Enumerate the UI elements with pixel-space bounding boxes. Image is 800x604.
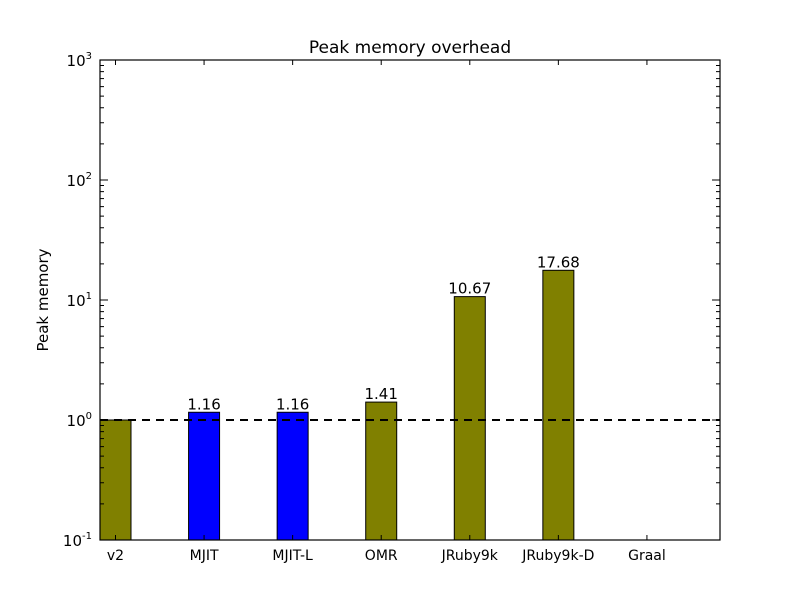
data-label: 1.16 <box>187 395 220 413</box>
y-tick-base: 10 <box>67 412 86 430</box>
data-label: 17.68 <box>537 253 580 271</box>
y-tick-label: 10-1 <box>63 531 92 550</box>
y-tick-base: 10 <box>67 52 86 70</box>
x-tick-label: OMR <box>365 548 398 564</box>
x-tick-label: Graal <box>628 548 666 564</box>
y-tick-exponent: 0 <box>86 411 92 422</box>
bar-jruby9k <box>453 296 486 541</box>
bar-mjit <box>188 411 221 541</box>
data-label: 1.41 <box>365 385 398 403</box>
bar-v2 <box>99 419 132 541</box>
data-label: 1.16 <box>276 395 309 413</box>
plot-frame <box>99 59 721 541</box>
chart-title: Peak memory overhead <box>309 38 511 58</box>
y-tick-base: 10 <box>67 292 86 310</box>
x-tick-label: JRuby9k <box>441 548 499 564</box>
x-tick-label: JRuby9k-D <box>521 548 594 564</box>
y-tick-base: 10 <box>67 172 86 190</box>
x-tick-label: MJIT <box>190 548 219 564</box>
bar-jruby9k-d <box>542 269 575 541</box>
y-tick-label: 103 <box>67 51 92 70</box>
y-tick-exponent: 1 <box>86 291 92 302</box>
y-tick-label: 100 <box>67 411 92 430</box>
y-tick-exponent: -1 <box>82 531 92 542</box>
y-tick-label: 101 <box>67 291 92 310</box>
bar-omr <box>365 401 398 541</box>
data-label: 10.67 <box>448 280 491 298</box>
y-tick-exponent: 2 <box>86 171 92 182</box>
y-tick-label: 102 <box>67 171 92 190</box>
y-tick-exponent: 3 <box>86 51 92 62</box>
y-axis-label: Peak memory <box>34 248 52 351</box>
y-tick-base: 10 <box>63 532 82 550</box>
bar-mjit-l <box>276 411 309 541</box>
x-tick-label: MJIT-L <box>272 548 313 564</box>
x-tick-label: v2 <box>107 548 124 564</box>
